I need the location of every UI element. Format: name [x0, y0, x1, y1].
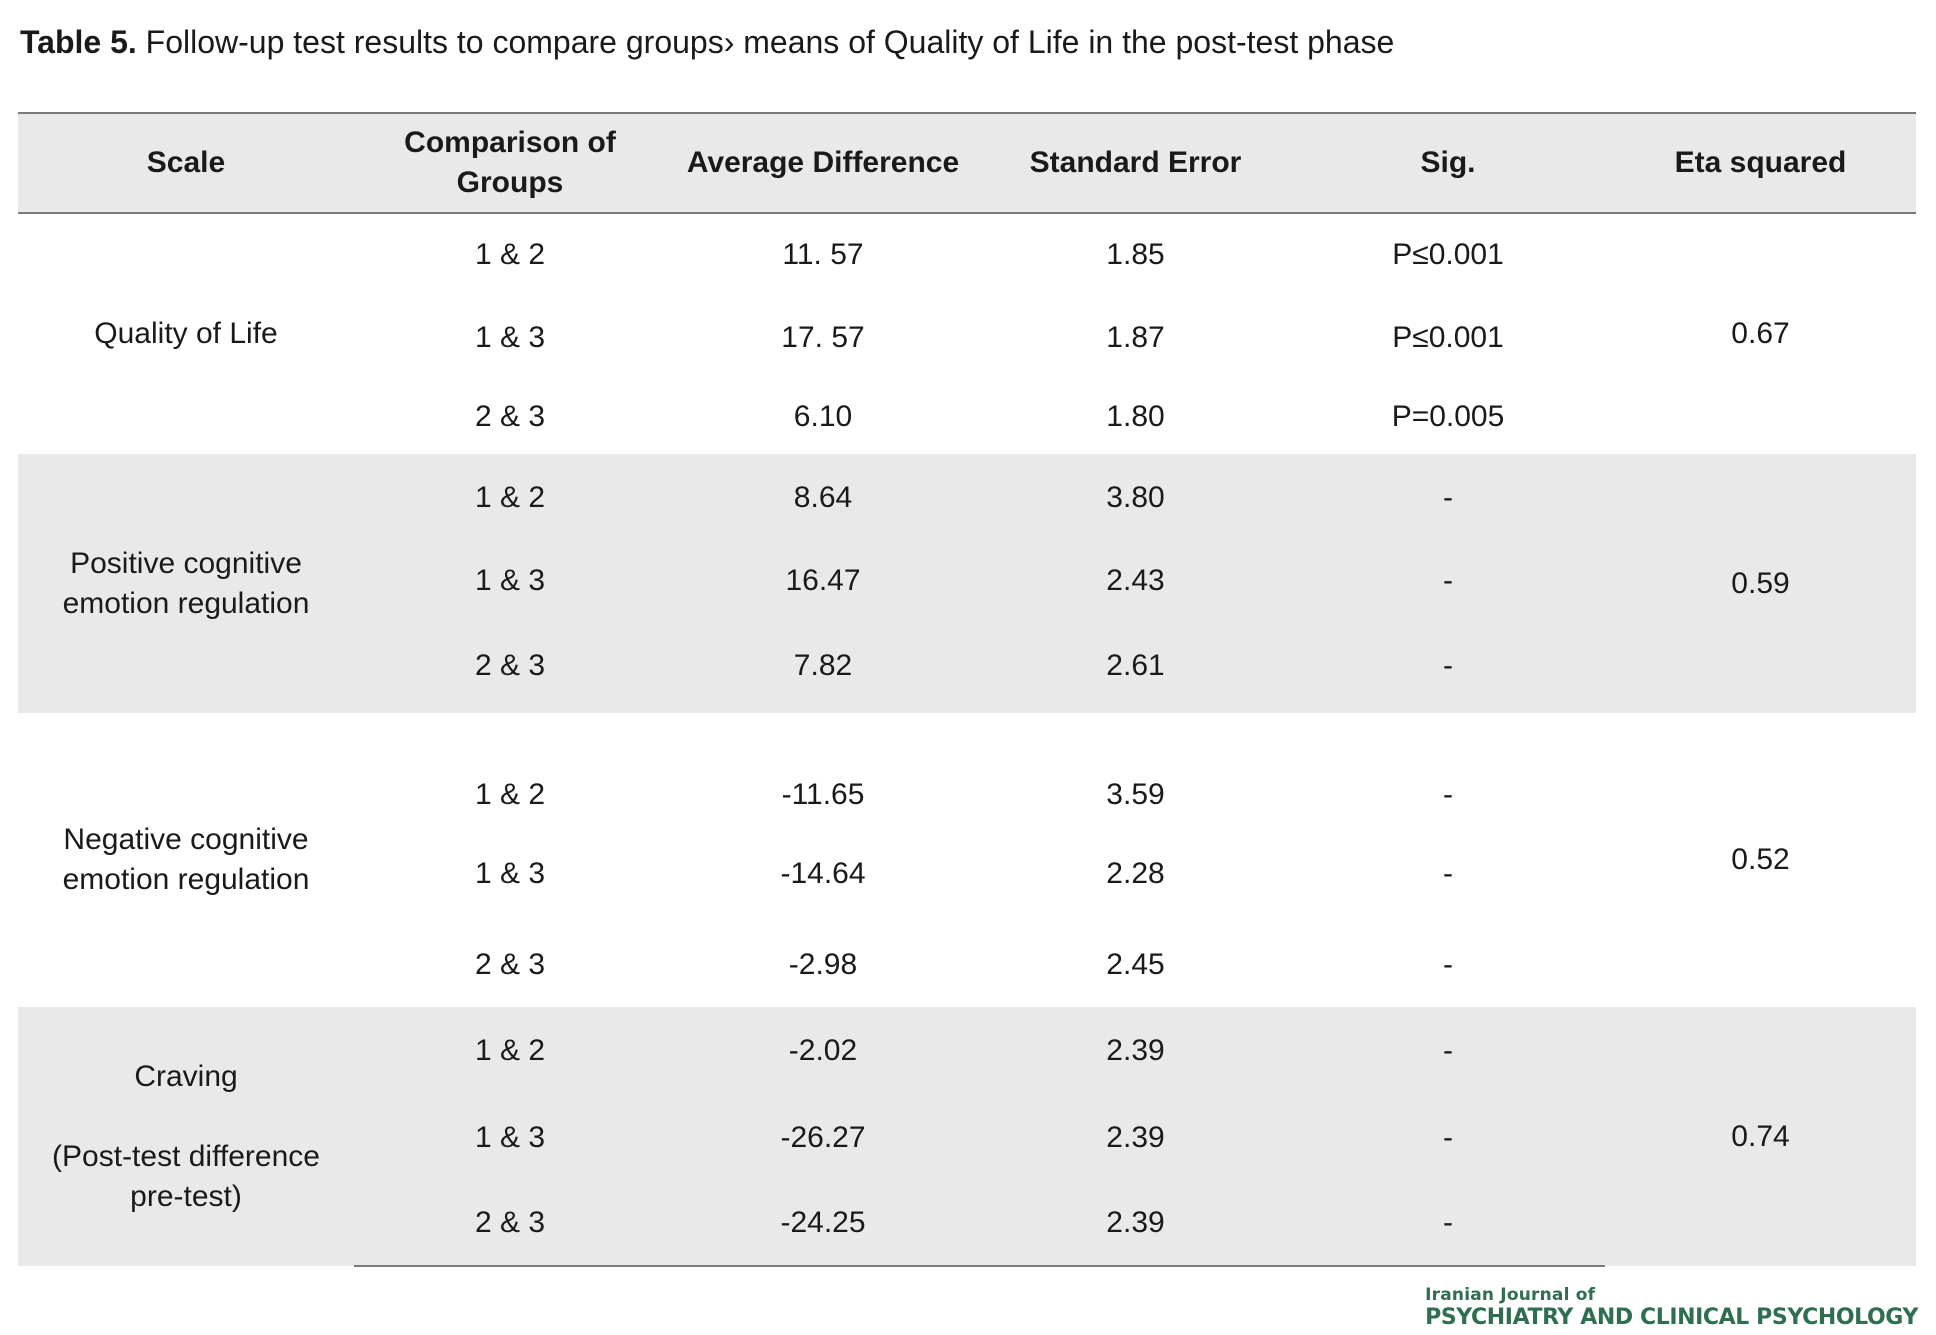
std-err-cell: 2.39 — [1106, 1121, 1165, 1154]
avg-diff-cell: -26.27 — [780, 1121, 866, 1154]
header-scale: Scale — [18, 112, 354, 214]
table-row: Negative cognitive emotion regulation 1 … — [18, 713, 1916, 896]
avg-diff-cell: -24.25 — [666, 1181, 980, 1267]
results-table: Scale Comparison of Groups Average Diffe… — [18, 112, 1916, 1267]
journal-logo: Iranian Journal of PSYCHIATRY AND CLINIC… — [1425, 1285, 1918, 1331]
comparison-cell: 2 & 3 — [474, 948, 546, 981]
sig-cell: - — [1443, 857, 1453, 890]
std-err-cell: 2.61 — [1106, 649, 1165, 682]
sig-cell: - — [1443, 481, 1453, 514]
comparison-cell: 1 & 2 — [474, 237, 546, 271]
eta-cell: 0.52 — [1731, 843, 1790, 876]
std-err-cell: 2.28 — [1106, 857, 1165, 890]
avg-diff-cell: 16.47 — [785, 563, 861, 597]
caption-text: Follow-up test results to compare groups… — [145, 24, 1395, 60]
sig-cell: - — [1443, 563, 1453, 597]
comparison-cell: 1 & 2 — [474, 481, 546, 514]
sig-cell: - — [1443, 1034, 1453, 1067]
std-err-cell: 2.43 — [1106, 563, 1165, 597]
caption-label: Table 5. — [20, 24, 137, 60]
header-comparison: Comparison of Groups — [354, 112, 666, 214]
avg-diff-cell: -2.98 — [788, 948, 858, 981]
scale-cell: Quality of Life — [94, 317, 278, 350]
scale-cell: Positive cognitive emotion regulation — [62, 546, 310, 620]
std-err-cell: 2.39 — [1106, 1034, 1165, 1067]
group-quality-of-life: Quality of Life 1 & 2 11. 57 1.85 P≤0.00… — [18, 213, 1916, 454]
scale-cell: Craving (Post-test difference pre-test) — [18, 1007, 354, 1266]
header-row: Scale Comparison of Groups Average Diffe… — [18, 112, 1916, 214]
sig-cell: - — [1443, 649, 1453, 682]
avg-diff-cell: -11.65 — [781, 778, 865, 811]
table-caption: Table 5. Follow-up test results to compa… — [20, 22, 1394, 62]
journal-logo-line2: PSYCHIATRY AND CLINICAL PSYCHOLOGY — [1425, 1305, 1918, 1330]
comparison-cell: 1 & 3 — [474, 1121, 546, 1154]
sig-cell: - — [1443, 778, 1453, 811]
avg-diff-cell: 17. 57 — [781, 320, 865, 354]
table-row: Positive cognitive emotion regulation 1 … — [18, 454, 1916, 620]
std-err-cell: 1.85 — [1106, 237, 1165, 271]
sig-cell: - — [1291, 1181, 1605, 1267]
group-craving: Craving (Post-test difference pre-test) … — [18, 1007, 1916, 1267]
group-positive-cer: Positive cognitive emotion regulation 1 … — [18, 454, 1916, 713]
header-standard-error: Standard Error — [980, 112, 1291, 214]
header-eta-squared: Eta squared — [1605, 112, 1916, 214]
sig-cell: - — [1443, 948, 1453, 981]
scale-note: (Post-test difference pre-test) — [52, 1139, 320, 1213]
header-average-difference: Average Difference — [666, 112, 980, 214]
comparison-cell: 1 & 3 — [474, 857, 546, 890]
avg-diff-cell: 11. 57 — [782, 237, 864, 271]
std-err-cell: 1.80 — [1106, 400, 1165, 433]
std-err-cell: 2.45 — [1106, 948, 1165, 981]
table-row: Quality of Life 1 & 2 11. 57 1.85 P≤0.00… — [18, 213, 1916, 350]
avg-diff-cell: 7.82 — [793, 649, 853, 682]
std-err-cell: 2.39 — [980, 1181, 1291, 1267]
sig-cell: P=0.005 — [1391, 400, 1505, 433]
group-negative-cer: Negative cognitive emotion regulation 1 … — [18, 713, 1916, 1007]
comparison-cell: 2 & 3 — [354, 1181, 666, 1267]
avg-diff-cell: 6.10 — [793, 400, 853, 433]
scale-name: Craving — [134, 1059, 238, 1093]
avg-diff-cell: 8.64 — [793, 481, 853, 514]
std-err-cell: 3.59 — [1106, 778, 1165, 811]
comparison-cell: 1 & 2 — [474, 1034, 546, 1067]
comparison-cell: 2 & 3 — [474, 649, 546, 682]
comparison-cell: 1 & 2 — [474, 778, 546, 811]
scale-gap — [34, 1097, 338, 1137]
comparison-cell: 1 & 3 — [474, 320, 546, 354]
scale-cell: Negative cognitive emotion regulation — [62, 823, 310, 896]
avg-diff-cell: -14.64 — [780, 857, 866, 890]
std-err-cell: 1.87 — [1106, 320, 1165, 354]
header-sig: Sig. — [1291, 112, 1605, 214]
std-err-cell: 3.80 — [1106, 481, 1165, 514]
comparison-cell: 1 & 3 — [474, 563, 546, 597]
sig-cell: P≤0.001 — [1392, 237, 1504, 271]
sig-cell: P≤0.001 — [1392, 320, 1504, 354]
eta-cell: 0.59 — [1731, 566, 1790, 600]
eta-cell: 0.67 — [1731, 317, 1790, 350]
table-row: Craving (Post-test difference pre-test) … — [18, 1007, 1916, 1213]
avg-diff-cell: -2.02 — [788, 1034, 858, 1067]
eta-cell: 0.74 — [1731, 1119, 1790, 1153]
sig-cell: - — [1443, 1121, 1453, 1154]
journal-logo-line1: Iranian Journal of — [1425, 1285, 1596, 1305]
comparison-cell: 2 & 3 — [474, 400, 546, 433]
